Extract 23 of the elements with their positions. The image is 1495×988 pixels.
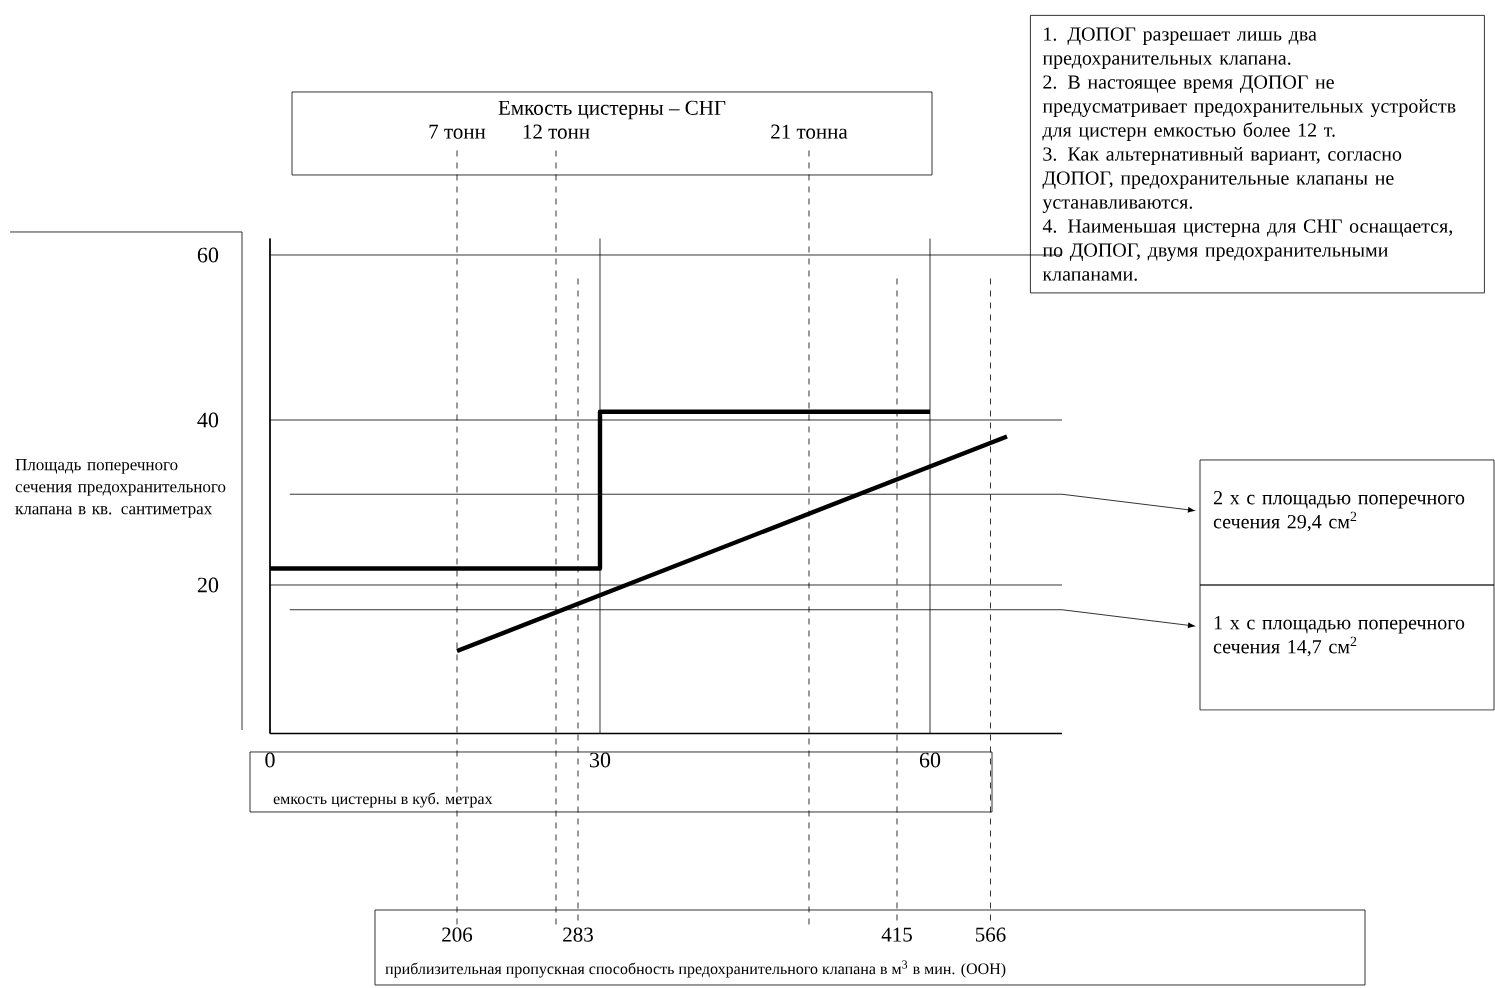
x-tick-label: 0 xyxy=(265,752,275,768)
legend-label: 2 x с площадью поперечного сечения 29,4 см$^{2}$ xyxy=(1213,491,1465,532)
legend-label: 1 x с площадью поперечного сечения 14,7 см$^{2}$ xyxy=(1213,616,1465,657)
x-tick-label: 30 xyxy=(590,752,611,768)
text: 3. Как альтернативный вариант, согласно ДОПОГ, предохранительные клапаны не устанавливаются. xyxy=(1042,146,1402,213)
text: 415 xyxy=(881,927,912,942)
ref-line-label: 21 тонна xyxy=(771,124,848,139)
text: 283 xyxy=(563,927,593,942)
chart-title: Емкость цистерны – СНГ xyxy=(498,100,726,120)
text: 566 xyxy=(975,927,1006,942)
x-axis-title: емкость цистерны в куб. метрах xyxy=(273,792,493,808)
text: приблизительная пропускная способность предохранительного клапана в м$^{3}$ в мин. (ООН) xyxy=(385,960,1006,978)
ref-line-label: 7 тонн xyxy=(429,124,486,139)
y-tick-label: 40 xyxy=(197,412,219,428)
text: 206 xyxy=(442,927,473,942)
ref-line-label: 12 тонн xyxy=(523,124,590,139)
text: 1. ДОПОГ разрешает лишь два предохранительных клапана. xyxy=(1042,27,1317,69)
text: 2. В настоящее время ДОПОГ не предусматривает предохранительных устройств для цистерн емкостью более 12 т. xyxy=(1042,75,1456,141)
y-axis-title: Площадь поперечного сечения предохранительного клапана в кв. сантиметрах xyxy=(15,459,226,518)
x-tick-label: 60 xyxy=(919,752,941,768)
annotation: 4. Наименьшая цистерна для СНГ оснащается, по ДОПОГ, двумя предохранительными клапанами. xyxy=(1042,219,1453,281)
y-tick-label: 20 xyxy=(197,577,219,593)
y-tick-label: 60 xyxy=(197,247,219,263)
